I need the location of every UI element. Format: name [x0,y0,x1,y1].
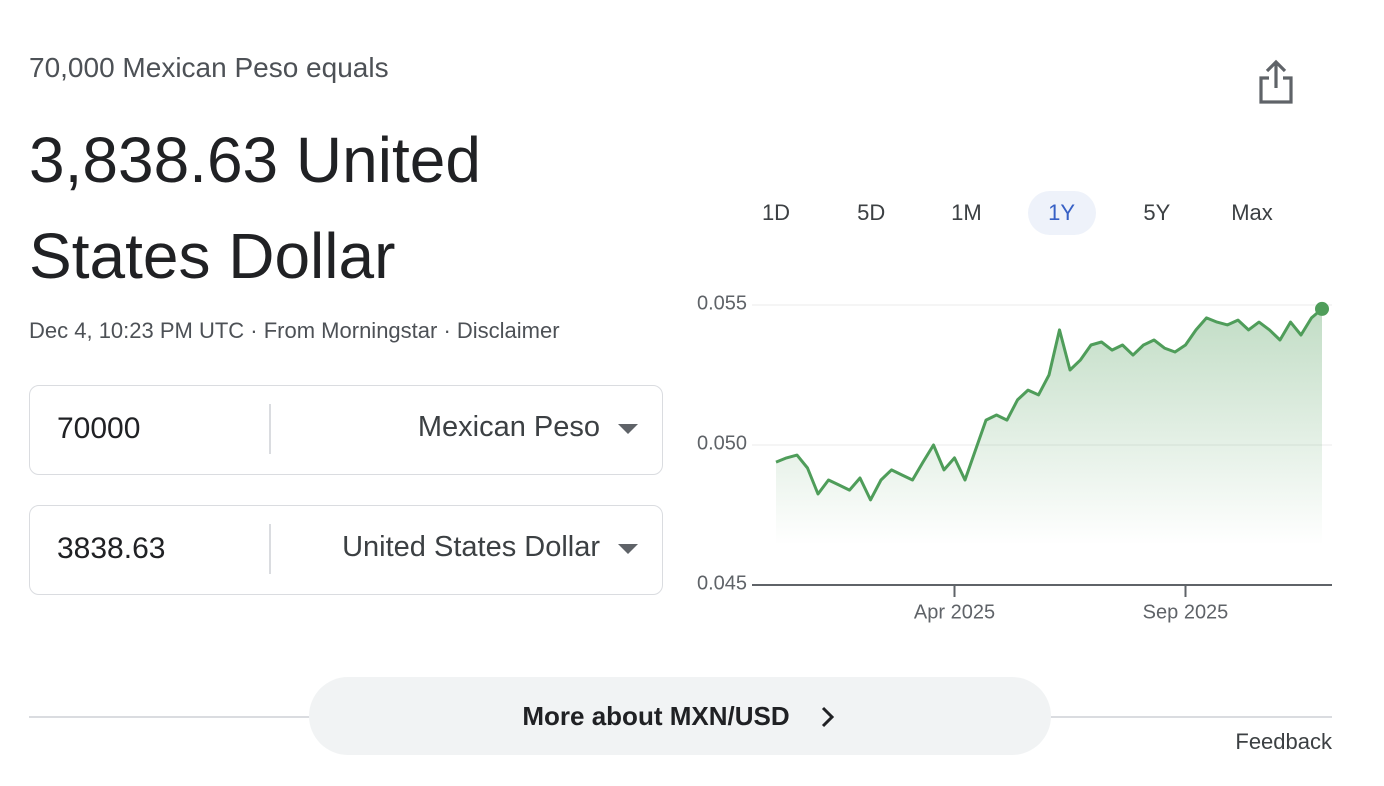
divider [269,404,271,454]
converter-row: 70000 Mexican Peso [29,385,663,475]
y-tick-label: 0.050 [697,432,747,454]
area [776,308,1322,545]
amount-input[interactable]: 3838.63 [57,532,166,565]
amount-input[interactable]: 70000 [57,412,141,445]
chart: 0.045 0.050 0.055 Apr 2025 Sep 2025 [697,292,1332,623]
result: 3,838.63 United States Dollar [29,124,481,292]
range-tab[interactable]: 1D [742,191,810,235]
range-tab[interactable]: 5Y [1123,191,1191,235]
end-point [1315,301,1329,316]
divider [269,524,271,574]
chevron [821,706,834,727]
feedback-link[interactable]: Feedback [1235,729,1332,754]
meta: Dec 4, 10:23 PM UTC · From Morningstar ·… [29,318,560,343]
y-tick-label: 0.045 [697,572,747,594]
range-tab[interactable]: 1M [932,191,1000,235]
currency-select[interactable]: Mexican Peso [417,411,600,443]
range-tab[interactable]: Max [1218,191,1286,235]
x-tick-label: Sep 2025 [1143,601,1229,623]
y-tick-label: 0.055 [697,292,747,314]
more-label: More about MXN/USD [522,700,790,731]
range-tab[interactable]: 5D [837,191,905,235]
range-tab[interactable]: 1Y [1027,191,1096,235]
dropdown-arrow[interactable] [618,424,638,436]
line [775,307,1323,502]
more-button[interactable]: More about MXN/USD [309,677,1051,755]
currency-select[interactable]: United States Dollar [342,531,600,563]
x-tick-label: Apr 2025 [914,601,995,623]
share-icon[interactable] [1256,58,1296,106]
converter-row: 3838.63 United States Dollar [29,505,663,595]
subtitle: 70,000 Mexican Peso equals [29,52,389,83]
dropdown-arrow[interactable] [618,544,638,556]
